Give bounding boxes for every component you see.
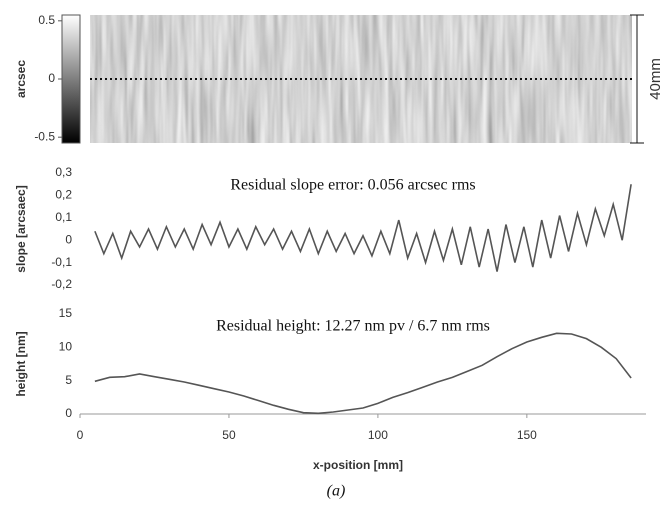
- x-axis-label: x-position [mm]: [313, 458, 403, 472]
- annotation: Residual height: 12.27 nm pv / 6.7 nm rm…: [216, 318, 490, 335]
- y-tick-label: 10: [59, 340, 73, 354]
- colorbar-label: arcsec: [14, 60, 28, 98]
- x-tick-label: 150: [517, 428, 537, 442]
- y-tick-label: 0,2: [55, 188, 72, 202]
- annotation: Residual slope error: 0.056 arcsec rms: [230, 177, 475, 194]
- y-axis-label: height [nm]: [14, 331, 28, 396]
- data-line: [94, 184, 632, 272]
- x-tick-label: 100: [368, 428, 388, 442]
- x-tick-label: 50: [222, 428, 236, 442]
- caption: (a): [327, 483, 346, 500]
- colorbar-tick-label: 0: [48, 71, 55, 85]
- colorbar-tick-label: 0.5: [38, 13, 55, 27]
- y-tick-label: -0,2: [51, 277, 72, 291]
- y-tick-label: 5: [65, 373, 72, 387]
- colorbar-tick-label: -0.5: [34, 129, 55, 143]
- y-tick-label: 15: [59, 306, 73, 320]
- colorbar: [61, 14, 81, 144]
- y-tick-label: 0,1: [55, 210, 72, 224]
- x-tick-label: 0: [77, 428, 84, 442]
- dimension-label: 40mm: [647, 58, 664, 100]
- data-line: [94, 332, 632, 415]
- y-tick-label: 0: [65, 406, 72, 420]
- y-tick-label: -0,1: [51, 255, 72, 269]
- y-axis-label: slope [arcsaec]: [14, 185, 28, 272]
- y-tick-label: 0: [65, 232, 72, 246]
- y-tick-label: 0,3: [55, 165, 72, 179]
